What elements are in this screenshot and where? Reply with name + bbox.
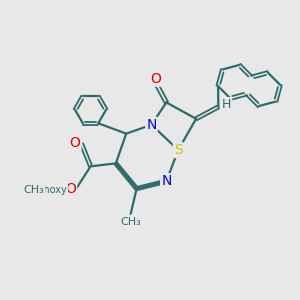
- Text: N: N: [146, 118, 157, 132]
- Text: O: O: [70, 136, 80, 150]
- Text: H: H: [222, 98, 231, 111]
- Text: CH₃: CH₃: [120, 217, 141, 227]
- Text: CH₃: CH₃: [24, 185, 44, 195]
- Text: O: O: [151, 72, 161, 86]
- Text: O: O: [65, 182, 76, 196]
- Text: S: S: [174, 143, 183, 157]
- Text: N: N: [161, 174, 172, 188]
- Text: methoxy: methoxy: [25, 185, 67, 195]
